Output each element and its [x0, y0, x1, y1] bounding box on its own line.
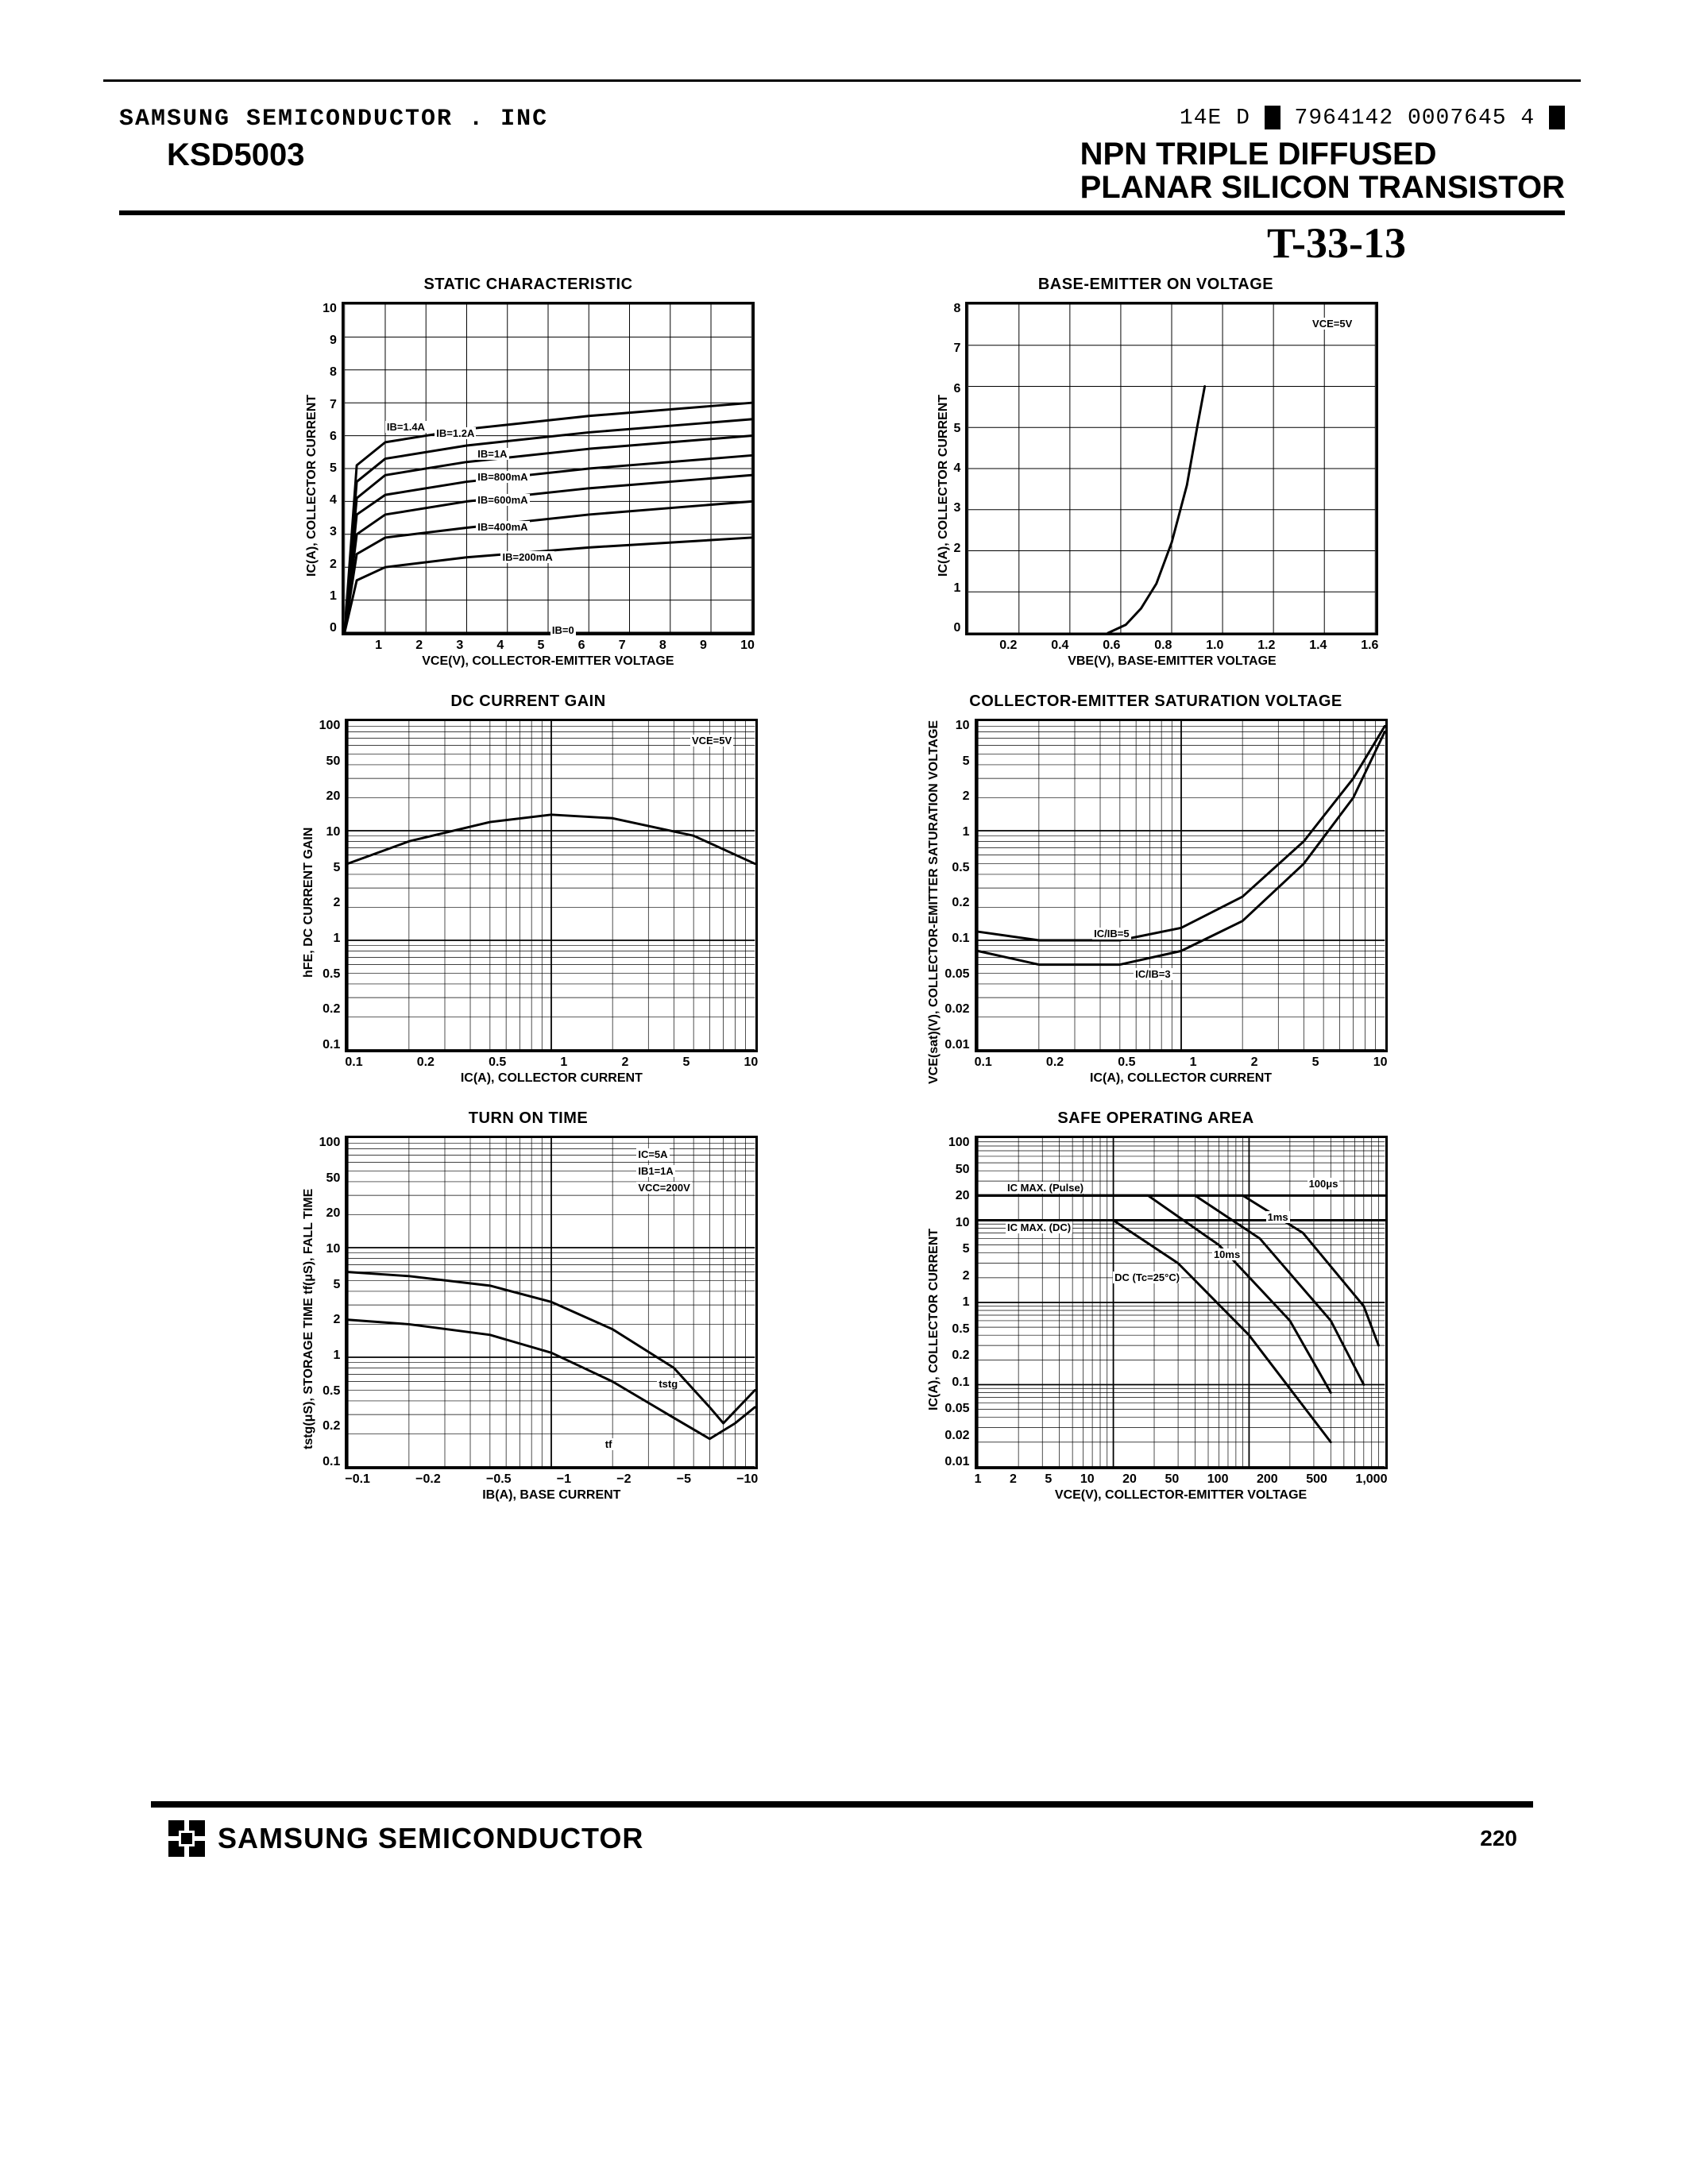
chart-vce-sat: COLLECTOR-EMITTER SATURATION VOLTAGE VCE(…: [874, 693, 1438, 1086]
document-code: 14E D 7964142 0007645 4: [1180, 106, 1565, 130]
chart-annotation: DC (Tc=25°C): [1113, 1271, 1181, 1283]
chart-title: TURN ON TIME: [469, 1109, 588, 1128]
chart-title: DC CURRENT GAIN: [450, 693, 605, 711]
x-ticks: 12345678910: [342, 635, 755, 653]
plot-area: VCE=5V: [345, 719, 758, 1052]
y-ticks: 1005020105210.50.20.1: [319, 1136, 346, 1469]
chart-annotation: VCE=5V: [690, 735, 733, 747]
handwritten-code: T-33-13: [119, 218, 1565, 268]
x-axis-label: IC(A), COLLECTOR CURRENT: [345, 1071, 758, 1086]
chart-annotation: IC MAX. (DC): [1006, 1221, 1072, 1233]
x-axis-label: IC(A), COLLECTOR CURRENT: [975, 1071, 1388, 1086]
chart-title: COLLECTOR-EMITTER SATURATION VOLTAGE: [969, 693, 1342, 711]
chart-annotation: tstg: [657, 1378, 679, 1390]
header-rule: [119, 210, 1565, 215]
y-axis-label: VCE(sat)(V), COLLECTOR-EMITTER SATURATIO…: [924, 719, 944, 1086]
title-line-2: PLANAR SILICON TRANSISTOR: [1080, 171, 1565, 204]
chart-annotation: 100μs: [1308, 1178, 1340, 1190]
chart-static-characteristic: STATIC CHARACTERISTIC IC(A), COLLECTOR CU…: [246, 276, 810, 669]
chart-title: BASE-EMITTER ON VOLTAGE: [1038, 276, 1273, 294]
chart-annotation: VCE=5V: [1311, 318, 1354, 330]
y-axis-label: tstg(μS), STORAGE TIME tf(μS), FALL TIME: [299, 1136, 319, 1503]
doc-code-left: 14E D: [1180, 106, 1250, 130]
chart-annotation: IB=800mA: [476, 471, 529, 483]
chart-annotation: IB=200mA: [500, 551, 554, 563]
chart-annotation: 10ms: [1212, 1248, 1242, 1260]
x-axis-label: VCE(V), COLLECTOR-EMITTER VOLTAGE: [975, 1488, 1388, 1503]
product-title: NPN TRIPLE DIFFUSED PLANAR SILICON TRANS…: [1080, 137, 1565, 204]
plot-area: IB=1.4A IB=1.2AIB=1A IB=800mA IB=600mA IB=40…: [342, 302, 755, 635]
x-axis-label: IB(A), BASE CURRENT: [345, 1488, 758, 1503]
chart-annotation: IB1=1A: [636, 1165, 674, 1177]
footer-brand-text: SAMSUNG SEMICONDUCTOR: [218, 1822, 643, 1855]
plot-area: VCE=5V: [965, 302, 1378, 635]
chart-annotation: IB=400mA: [476, 521, 529, 533]
part-number: KSD5003: [167, 137, 304, 173]
plot-area: IC/IB=5 IC/IB=3: [975, 719, 1388, 1052]
chart-base-emitter-on-voltage: BASE-EMITTER ON VOLTAGE IC(A), COLLECTOR …: [874, 276, 1438, 669]
blackbox-icon: [1549, 106, 1565, 129]
header: SAMSUNG SEMICONDUCTOR . INC 14E D 796414…: [103, 82, 1581, 268]
chart-annotation: IC=5A: [636, 1148, 669, 1160]
charts-grid: STATIC CHARACTERISTIC IC(A), COLLECTOR CU…: [103, 268, 1581, 1534]
chart-title: SAFE OPERATING AREA: [1057, 1109, 1253, 1128]
chart-annotation: VCC=200V: [636, 1182, 691, 1194]
x-axis-label: VBE(V), BASE-EMITTER VOLTAGE: [965, 654, 1378, 669]
chart-annotation: IB=1.4A: [385, 421, 427, 433]
footer-rule: [151, 1801, 1533, 1808]
x-ticks: 0.10.20.512510: [345, 1052, 758, 1070]
y-ticks: 109876543210: [323, 302, 342, 635]
blackbox-icon: [1265, 106, 1280, 129]
chart-annotation: IB=0: [550, 624, 576, 636]
doc-code-right: 7964142 0007645 4: [1295, 106, 1535, 130]
samsung-logo-icon: [167, 1819, 207, 1858]
y-ticks: 876543210: [954, 302, 966, 635]
y-axis-label: IC(A), COLLECTOR CURRENT: [302, 302, 323, 669]
chart-annotation: tf: [604, 1438, 614, 1450]
chart-title: STATIC CHARACTERISTIC: [423, 276, 632, 294]
chart-annotation: IB=1.2A: [435, 427, 476, 439]
chart-dc-current-gain: DC CURRENT GAIN hFE, DC CURRENT GAIN10050…: [246, 693, 810, 1086]
y-axis-label: IC(A), COLLECTOR CURRENT: [924, 1136, 944, 1503]
y-ticks: 1005020105210.50.20.1: [319, 719, 346, 1052]
chart-annotation: IC/IB=5: [1092, 928, 1130, 940]
y-ticks: 105210.50.20.10.050.020.01: [944, 719, 974, 1052]
chart-annotation: IC MAX. (Pulse): [1006, 1182, 1085, 1194]
y-axis-label: hFE, DC CURRENT GAIN: [299, 719, 319, 1086]
page-number: 220: [1480, 1826, 1517, 1851]
chart-soa: SAFE OPERATING AREA IC(A), COLLECTOR CURR…: [874, 1109, 1438, 1503]
footer: SAMSUNG SEMICONDUCTOR 220: [103, 1801, 1581, 1858]
y-axis-label: IC(A), COLLECTOR CURRENT: [933, 302, 954, 669]
x-ticks: −0.1−0.2−0.5−1−2−5−10: [345, 1469, 758, 1487]
plot-area: IC=5A IB1=1A VCC=200V tstg tf: [345, 1136, 758, 1469]
title-line-1: NPN TRIPLE DIFFUSED: [1080, 137, 1565, 171]
chart-annotation: IB=600mA: [476, 494, 529, 506]
chart-annotation: IC/IB=3: [1134, 968, 1172, 980]
y-ticks: 1005020105210.50.20.10.050.020.01: [944, 1136, 974, 1469]
footer-brand: SAMSUNG SEMICONDUCTOR: [167, 1819, 643, 1858]
x-axis-label: VCE(V), COLLECTOR-EMITTER VOLTAGE: [342, 654, 755, 669]
company-name: SAMSUNG SEMICONDUCTOR . INC: [119, 106, 548, 133]
plot-area: IC MAX. (Pulse) IC MAX. (DC) DC (Tc=25°C) 1…: [975, 1136, 1388, 1469]
x-ticks: 0.20.40.60.81.01.21.41.6: [965, 635, 1378, 653]
x-ticks: 0.10.20.512510: [975, 1052, 1388, 1070]
chart-annotation: 1ms: [1266, 1211, 1290, 1223]
chart-annotation: IB=1A: [476, 448, 508, 460]
chart-turn-on-time: TURN ON TIME tstg(μS), STORAGE TIME tf(μS…: [246, 1109, 810, 1503]
x-ticks: 1251020501002005001,000: [975, 1469, 1388, 1487]
datasheet-page: SAMSUNG SEMICONDUCTOR . INC 14E D 796414…: [103, 79, 1581, 2065]
